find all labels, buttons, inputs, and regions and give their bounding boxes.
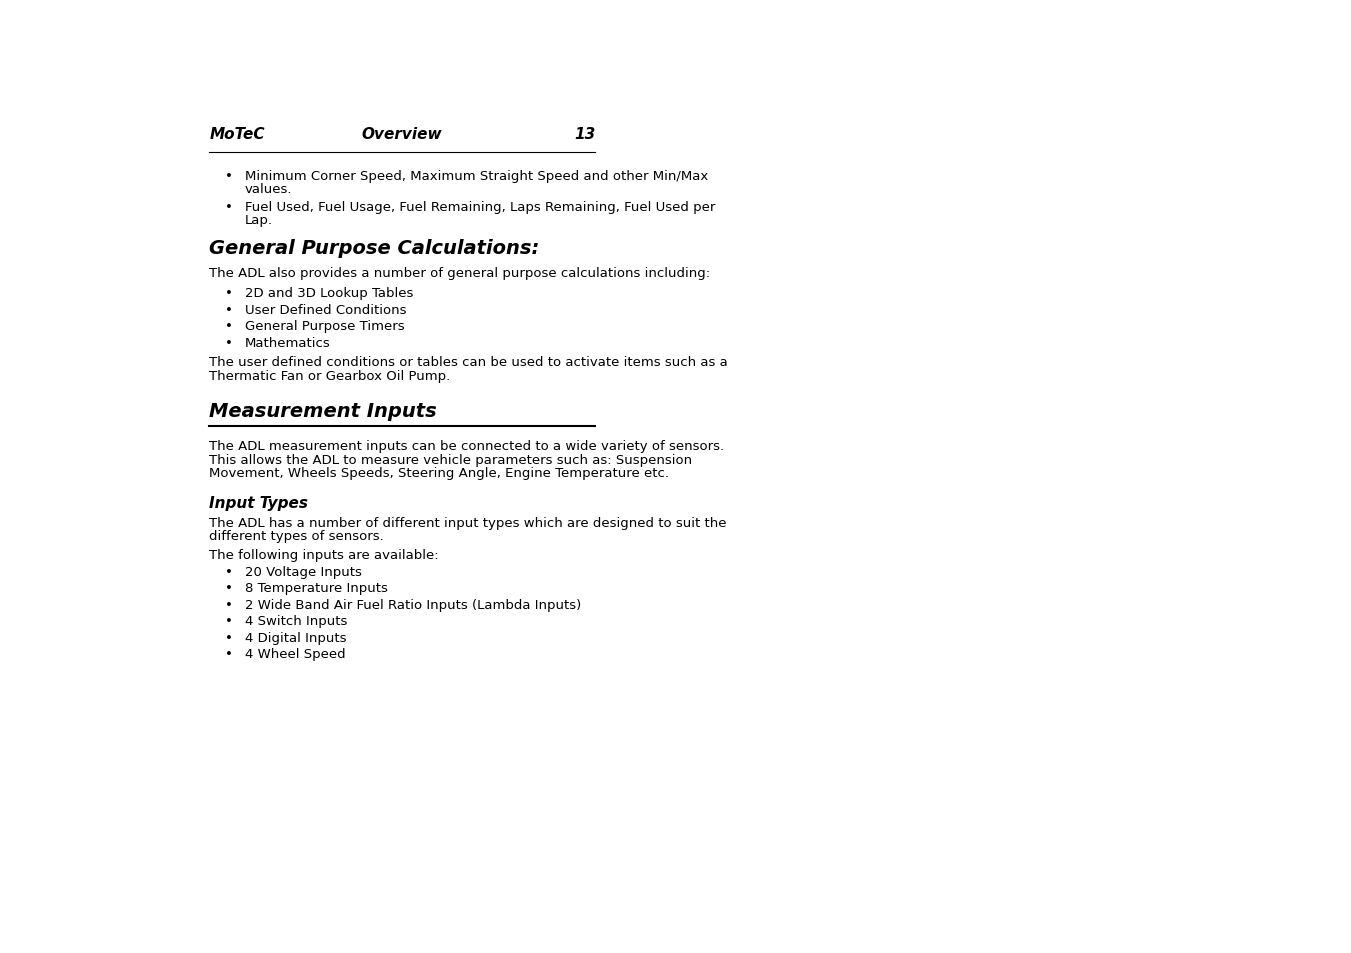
Text: •: •	[224, 581, 232, 595]
Text: Mathematics: Mathematics	[245, 336, 331, 349]
Text: Overview: Overview	[361, 127, 442, 142]
Text: The following inputs are available:: The following inputs are available:	[209, 548, 439, 561]
Text: •: •	[224, 598, 232, 611]
Text: Input Types: Input Types	[209, 496, 308, 510]
Text: different types of sensors.: different types of sensors.	[209, 530, 384, 542]
Text: values.: values.	[245, 183, 292, 196]
Text: 8 Temperature Inputs: 8 Temperature Inputs	[245, 581, 388, 595]
Text: General Purpose Calculations:: General Purpose Calculations:	[209, 239, 539, 258]
Text: •: •	[224, 565, 232, 578]
Text: The ADL has a number of different input types which are designed to suit the: The ADL has a number of different input …	[209, 517, 727, 529]
Text: •: •	[224, 336, 232, 349]
Text: Thermatic Fan or Gearbox Oil Pump.: Thermatic Fan or Gearbox Oil Pump.	[209, 370, 450, 382]
Text: The ADL also provides a number of general purpose calculations including:: The ADL also provides a number of genera…	[209, 267, 711, 279]
Text: Measurement Inputs: Measurement Inputs	[209, 401, 436, 420]
Text: •: •	[224, 631, 232, 644]
Text: 4 Switch Inputs: 4 Switch Inputs	[245, 615, 347, 628]
Text: 13: 13	[574, 127, 596, 142]
Text: 4 Wheel Speed: 4 Wheel Speed	[245, 648, 346, 660]
Text: Fuel Used, Fuel Usage, Fuel Remaining, Laps Remaining, Fuel Used per: Fuel Used, Fuel Usage, Fuel Remaining, L…	[245, 200, 715, 213]
Text: General Purpose Timers: General Purpose Timers	[245, 320, 404, 333]
Text: •: •	[224, 320, 232, 333]
Text: 4 Digital Inputs: 4 Digital Inputs	[245, 631, 346, 644]
Text: MoTeC: MoTeC	[209, 127, 265, 142]
Text: Lap.: Lap.	[245, 214, 273, 227]
Text: Movement, Wheels Speeds, Steering Angle, Engine Temperature etc.: Movement, Wheels Speeds, Steering Angle,…	[209, 467, 669, 479]
Text: •: •	[224, 615, 232, 628]
Text: This allows the ADL to measure vehicle parameters such as: Suspension: This allows the ADL to measure vehicle p…	[209, 454, 692, 466]
Text: User Defined Conditions: User Defined Conditions	[245, 303, 407, 316]
Text: •: •	[224, 170, 232, 183]
Text: •: •	[224, 303, 232, 316]
Text: •: •	[224, 287, 232, 299]
Text: 2D and 3D Lookup Tables: 2D and 3D Lookup Tables	[245, 287, 413, 299]
Text: 20 Voltage Inputs: 20 Voltage Inputs	[245, 565, 362, 578]
Text: 2 Wide Band Air Fuel Ratio Inputs (Lambda Inputs): 2 Wide Band Air Fuel Ratio Inputs (Lambd…	[245, 598, 581, 611]
Text: Minimum Corner Speed, Maximum Straight Speed and other Min/Max: Minimum Corner Speed, Maximum Straight S…	[245, 170, 708, 183]
Text: •: •	[224, 648, 232, 660]
Text: •: •	[224, 200, 232, 213]
Text: The ADL measurement inputs can be connected to a wide variety of sensors.: The ADL measurement inputs can be connec…	[209, 439, 724, 453]
Text: The user defined conditions or tables can be used to activate items such as a: The user defined conditions or tables ca…	[209, 355, 728, 369]
